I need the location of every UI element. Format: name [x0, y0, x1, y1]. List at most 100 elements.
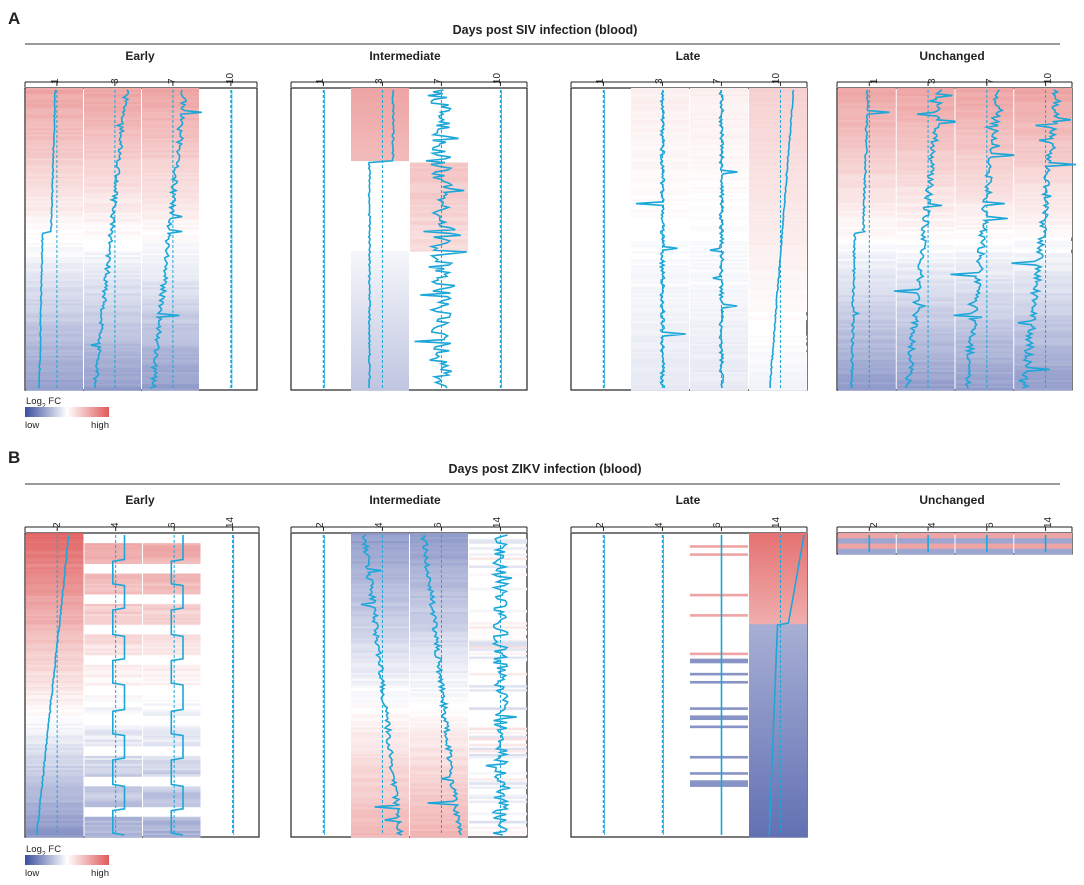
heatmap-cell [896, 341, 955, 345]
heatmap-cell [631, 156, 689, 160]
heatmap-cell [469, 782, 527, 785]
heatmap-cell [410, 776, 468, 779]
heatmap-cell [749, 255, 807, 258]
heatmap-cell [838, 226, 896, 230]
heatmap-cell [690, 190, 748, 194]
heatmap-cell [1014, 538, 1072, 545]
heatmap-cell [26, 255, 83, 258]
heatmap-cell [84, 122, 141, 125]
heatmap-cell [749, 660, 807, 664]
heatmap-cell [142, 271, 199, 274]
heatmap-cell [26, 640, 84, 644]
heatmap-cell [351, 375, 409, 379]
heatmap-cell [955, 345, 1014, 349]
heatmap-cell [351, 373, 409, 377]
heatmap-cell [84, 112, 141, 115]
heatmap-cell [26, 693, 84, 696]
heatmap-cell [631, 243, 689, 246]
heatmap-cell [749, 573, 807, 577]
heatmap-cell [26, 820, 84, 824]
heatmap-cell [749, 713, 807, 716]
heatmap-cell [749, 309, 807, 313]
heatmap-cell [955, 355, 1014, 359]
tick-label: 3 [927, 78, 938, 84]
heatmap-cell [351, 798, 409, 802]
heatmap-cell [631, 317, 689, 321]
heatmap-cell [26, 806, 84, 810]
heatmap-cell [631, 363, 689, 367]
heatmap-cell [955, 259, 1014, 262]
heatmap-cell [26, 747, 84, 751]
heatmap-cell [142, 118, 199, 121]
ticks-a-unchanged: 1 3 7 10 [869, 72, 1054, 84]
heatmap-cell [690, 122, 748, 125]
heatmap-cell [142, 257, 199, 260]
heatmap-cell [1014, 247, 1072, 250]
heatmap-cell [142, 351, 199, 355]
heatmap-cell [749, 371, 807, 375]
heatmap-cell [749, 772, 807, 775]
heatmap-cell [896, 371, 955, 375]
heatmap-cell [143, 549, 201, 552]
heatmap-cell [84, 337, 141, 341]
heatmap-cell [26, 365, 83, 369]
heatmap-cell [143, 603, 201, 607]
ticks-b-intermediate: 2 4 6 14 [315, 516, 503, 528]
tick-label: 14 [225, 516, 236, 528]
heatmap-cell [410, 652, 468, 656]
heatmap-cell [690, 717, 748, 721]
heatmap-cell [896, 154, 955, 158]
heatmap-cell [351, 573, 409, 577]
heatmap-cell [838, 287, 896, 290]
heatmap-cell [631, 369, 689, 373]
heatmap-cell [410, 607, 468, 611]
heatmap-cell [410, 749, 468, 753]
heatmap-cell [749, 766, 807, 769]
heatmap-cell [749, 575, 807, 579]
heatmap-cell [84, 313, 141, 317]
heatmap-cell [142, 373, 199, 377]
heatmap-cell [631, 385, 689, 389]
heatmap-cell [351, 699, 409, 702]
heatmap-cell [142, 172, 199, 176]
heatmap-cell [749, 335, 807, 339]
tick-label: 10 [492, 72, 503, 84]
heatmap-cell [631, 110, 689, 113]
heatmap-cell [749, 774, 807, 777]
heatmap-cell [631, 327, 689, 331]
heatmap-cell [631, 351, 689, 355]
heatmap-cell [142, 301, 199, 305]
heatmap-cell [838, 301, 896, 305]
heatmap-cell [690, 126, 748, 129]
heatmap-cell [690, 377, 748, 381]
heatmap-cell [690, 780, 748, 783]
heatmap-cell [351, 731, 409, 735]
heatmap-cell [690, 144, 748, 147]
heatmap-cell [749, 636, 807, 639]
heatmap-cell [896, 265, 955, 268]
heatmap-cell [955, 186, 1014, 190]
heatmap-cell [631, 134, 689, 137]
heatmap-cell [896, 122, 955, 125]
heatmap-cell [143, 739, 201, 743]
heatmap-cell [955, 212, 1014, 216]
heatmap-cell [955, 134, 1014, 137]
heatmap-cell [351, 747, 409, 751]
heatmap-cell [84, 168, 141, 172]
heatmap-cell [351, 543, 409, 546]
heatmap-cell [838, 307, 896, 311]
heatmap-cell [351, 148, 409, 152]
heatmap-cell [26, 285, 83, 288]
heatmap-cell [351, 547, 409, 550]
heatmap-cell [84, 202, 141, 206]
heatmap-cell [351, 605, 409, 609]
heatmap-cell [749, 112, 807, 115]
heatmap-cell [410, 184, 468, 188]
heatmap-cell [410, 605, 468, 609]
heatmap-cell [351, 591, 409, 595]
heatmap-cell [896, 186, 955, 190]
heatmap-cell [955, 120, 1014, 123]
heatmap-cell [690, 90, 748, 93]
heatmap-cell [838, 194, 896, 198]
heatmap-cell [143, 589, 201, 593]
